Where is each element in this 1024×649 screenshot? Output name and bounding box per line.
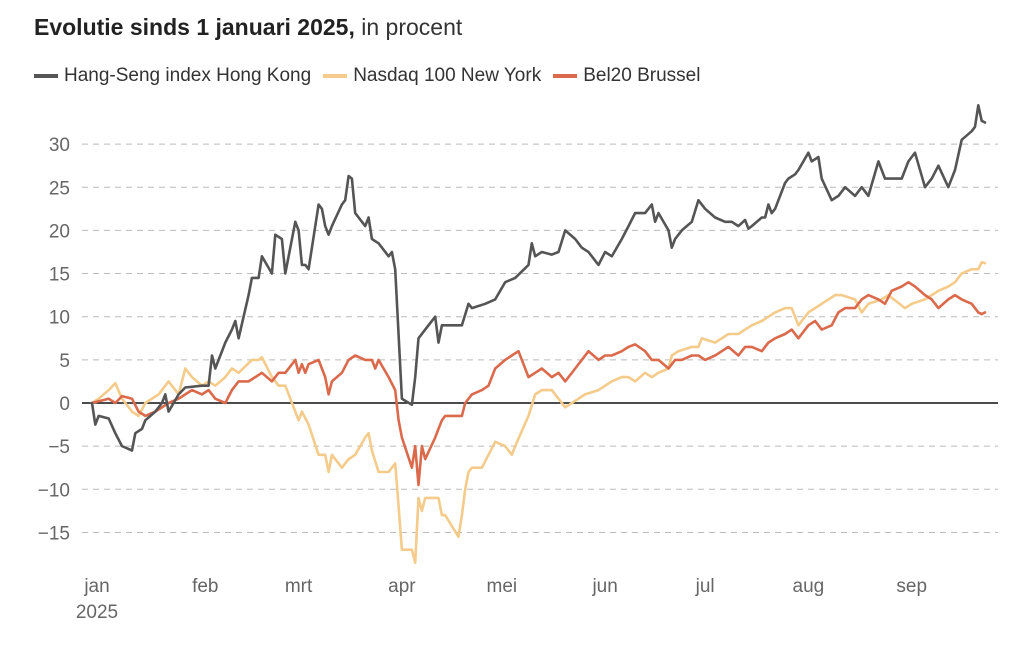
legend-swatch-nasdaq — [323, 74, 348, 78]
x-tick-label: mei — [487, 576, 518, 597]
legend-item-nasdaq: Nasdaq 100 New York — [323, 65, 541, 87]
legend-label-nasdaq: Nasdaq 100 New York — [353, 65, 542, 86]
x-tick-label: jun — [591, 576, 617, 597]
y-axis-tick-labels: −15 −10 −5 0 5 10 15 20 25 30 — [38, 135, 70, 544]
x-axis-tick-labels: jan 2025 feb mrt apr mei jun jul aug sep — [76, 576, 927, 623]
y-tick-label: −5 — [48, 437, 70, 458]
legend-label-bel20: Bel20 Brussel — [583, 65, 701, 86]
series-line-bel20 — [90, 280, 987, 487]
y-tick-label: 0 — [59, 394, 70, 415]
x-tick-label: mrt — [285, 576, 313, 597]
y-tick-label: 15 — [49, 265, 70, 286]
chart-title-unit: in procent — [361, 14, 463, 40]
y-tick-label: 20 — [49, 221, 70, 242]
series-line-nasdaq — [90, 261, 987, 564]
y-tick-label: 25 — [49, 178, 70, 199]
legend-label-hangseng: Hang-Seng index Hong Kong — [64, 65, 312, 86]
y-tick-label: 10 — [49, 308, 70, 329]
x-tick-label: jul — [695, 576, 715, 597]
chart-title: Evolutie sinds 1 januari 2025, in procen… — [34, 14, 462, 41]
chart-title-main: Evolutie sinds 1 januari 2025, — [34, 14, 355, 40]
x-tick-label: jan — [83, 576, 109, 597]
x-tick-label: sep — [896, 576, 927, 597]
legend-swatch-bel20 — [553, 74, 578, 78]
y-tick-label: −15 — [38, 523, 70, 544]
grid-lines — [82, 143, 998, 533]
y-tick-label: −10 — [38, 480, 70, 501]
series-line-hangseng — [90, 104, 987, 452]
legend-item-bel20: Bel20 Brussel — [553, 65, 700, 87]
y-tick-label: 5 — [59, 351, 70, 372]
y-tick-label: 30 — [49, 135, 70, 156]
series-lines — [90, 104, 987, 564]
x-tick-label: apr — [388, 576, 416, 597]
x-tick-label: aug — [793, 576, 825, 597]
x-tick-label: feb — [192, 576, 218, 597]
chart-legend: Hang-Seng index Hong Kong Nasdaq 100 New… — [34, 62, 712, 90]
legend-item-hangseng: Hang-Seng index Hong Kong — [34, 65, 311, 87]
x-tick-label: 2025 — [76, 602, 118, 623]
legend-swatch-hangseng — [34, 74, 58, 78]
